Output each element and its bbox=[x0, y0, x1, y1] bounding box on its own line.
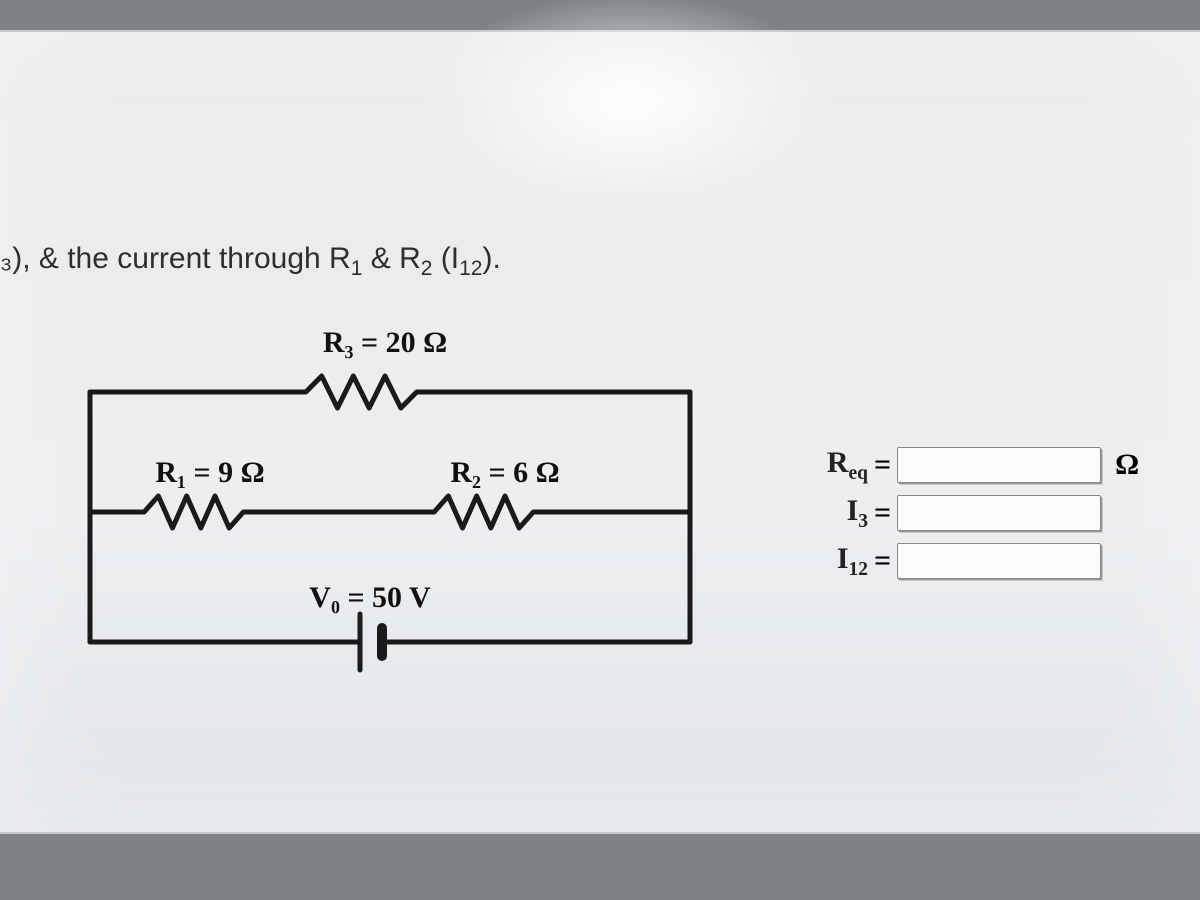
input-i12[interactable] bbox=[897, 543, 1101, 579]
unit-req: Ω bbox=[1115, 448, 1139, 482]
answer-panel: Req= Ω I3= I12= bbox=[780, 442, 1139, 586]
svg-text:R₂ = 6 Ω: R₂ = 6 Ω bbox=[450, 456, 559, 489]
input-i3[interactable] bbox=[897, 495, 1101, 531]
answer-row-i12: I12= bbox=[780, 538, 1139, 584]
svg-text:R₁ = 9 Ω: R₁ = 9 Ω bbox=[155, 456, 264, 489]
label-i12: I12 bbox=[780, 542, 868, 581]
answer-row-req: Req= Ω bbox=[780, 442, 1139, 488]
answer-row-i3: I3= bbox=[780, 490, 1139, 536]
label-req: Req bbox=[780, 446, 868, 485]
question-prompt: ₃), & the current through R1 & R2 (I12). bbox=[0, 242, 501, 281]
circuit-diagram: R₃ = 20 Ω R₁ = 9 Ω R₂ = 6 Ω V₀ = 50 V bbox=[70, 312, 770, 732]
label-i3: I3 bbox=[780, 494, 868, 533]
svg-text:V₀ = 50 V: V₀ = 50 V bbox=[309, 581, 431, 614]
screen-glare bbox=[420, 0, 840, 212]
svg-text:R₃ = 20 Ω: R₃ = 20 Ω bbox=[323, 326, 447, 359]
input-req[interactable] bbox=[897, 447, 1101, 483]
